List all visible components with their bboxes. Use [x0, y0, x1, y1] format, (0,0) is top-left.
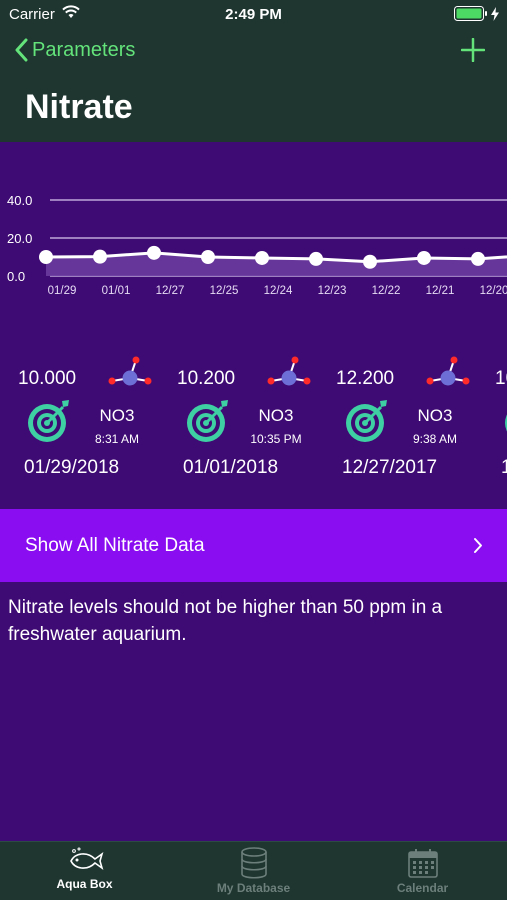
reading-formula: NO3	[99, 406, 135, 425]
series-line	[45, 251, 507, 264]
tab-label: Calendar	[396, 881, 449, 895]
back-label: Parameters	[32, 38, 136, 61]
tab-label: Aqua Box	[56, 877, 113, 891]
reading-date: 01/29/2018	[24, 457, 120, 478]
reading-time: 10:35 PM	[250, 432, 302, 446]
tab-my-database[interactable]: My Database	[169, 842, 338, 900]
nitrate-molecule-icon	[426, 356, 470, 386]
chevron-left-icon	[15, 38, 28, 62]
data-point	[147, 245, 161, 260]
x-tick-label: 01/29	[48, 285, 77, 297]
reading-formula: NO3	[258, 406, 294, 425]
fish-icon	[69, 847, 103, 870]
data-point	[471, 251, 485, 266]
target-icon	[505, 414, 507, 432]
data-point	[39, 250, 53, 264]
battery-icon	[454, 6, 499, 21]
carrier-label: Carrier	[9, 6, 55, 23]
calendar-icon	[407, 849, 438, 878]
wifi-icon	[62, 5, 80, 23]
reading-value: 12.200	[336, 368, 395, 389]
reading-date: 12/27/2017	[342, 457, 438, 478]
y-tick-label: 0.0	[7, 269, 25, 284]
reading-time: 8:31 AM	[94, 432, 140, 446]
data-point	[201, 250, 215, 264]
x-tick-label: 12/21	[426, 285, 455, 297]
tab-calendar[interactable]: Calendar	[338, 842, 507, 900]
reading-value: 10.000	[18, 368, 77, 389]
reading-formula: NO3	[417, 406, 453, 425]
reading-card[interactable]: 10 1	[495, 350, 507, 490]
x-tick-label: 01/01	[102, 285, 131, 297]
x-tick-label: 12/27	[156, 285, 185, 297]
data-point	[417, 250, 431, 265]
x-tick-label: 12/22	[372, 285, 401, 297]
readings-carousel[interactable]: 10.000 NO3 8:31 AM 01/29/2018 10.200 NO3 10:35…	[0, 350, 507, 490]
show-all-label: Show All Nitrate Data	[25, 534, 205, 556]
add-button[interactable]	[460, 37, 486, 67]
status-bar: Carrier 2:49 PM	[0, 0, 507, 28]
nitrate-molecule-icon	[108, 356, 152, 386]
database-icon	[240, 847, 267, 879]
tab-bar: Aqua Box My Database Calendar	[0, 841, 507, 900]
x-tick-label: 12/23	[318, 285, 347, 297]
target-icon	[346, 400, 387, 442]
data-point	[255, 250, 269, 265]
page-title: Nitrate	[25, 88, 133, 126]
tab-label: My Database	[216, 881, 291, 895]
y-tick-label: 20.0	[7, 231, 32, 246]
data-point	[309, 251, 323, 266]
chevron-right-icon	[474, 538, 482, 553]
data-point	[93, 249, 107, 264]
reading-date: 01/01/2018	[183, 457, 279, 478]
show-all-button[interactable]: Show All Nitrate Data	[0, 509, 507, 582]
reading-value: 10.200	[177, 368, 236, 389]
reading-card[interactable]: 12.200 NO3 9:38 AM 12/27/2017	[336, 350, 496, 490]
x-tick-label: 12/25	[210, 285, 239, 297]
x-tick-label: 12/20	[480, 285, 507, 297]
nitrate-molecule-icon	[267, 356, 311, 386]
back-button[interactable]: Parameters	[14, 38, 135, 62]
info-text: Nitrate levels should not be higher than…	[8, 597, 443, 645]
series-area	[46, 252, 507, 276]
navigation-bar: Carrier 2:49 PM Parameters Nitr	[0, 0, 507, 142]
reading-date: 1	[501, 457, 507, 478]
nitrate-chart: 0.0 20.0 40.0 01/29 01/01 12/27 12/25 12/24 12/2…	[7, 193, 507, 297]
reading-card[interactable]: 10.000 NO3 8:31 AM 01/29/2018	[18, 350, 178, 490]
plus-icon	[460, 37, 486, 63]
x-tick-label: 12/24	[264, 285, 293, 297]
reading-value: 10	[495, 368, 507, 389]
tab-aqua-box[interactable]: Aqua Box	[0, 842, 169, 900]
reading-time: 9:38 AM	[412, 432, 458, 446]
target-icon	[187, 400, 228, 442]
target-icon	[28, 400, 69, 442]
reading-card[interactable]: 10.200 NO3 10:35 PM 01/01/2018	[177, 350, 337, 490]
clock: 2:49 PM	[225, 6, 282, 23]
data-point	[363, 254, 377, 269]
y-tick-label: 40.0	[7, 193, 32, 208]
